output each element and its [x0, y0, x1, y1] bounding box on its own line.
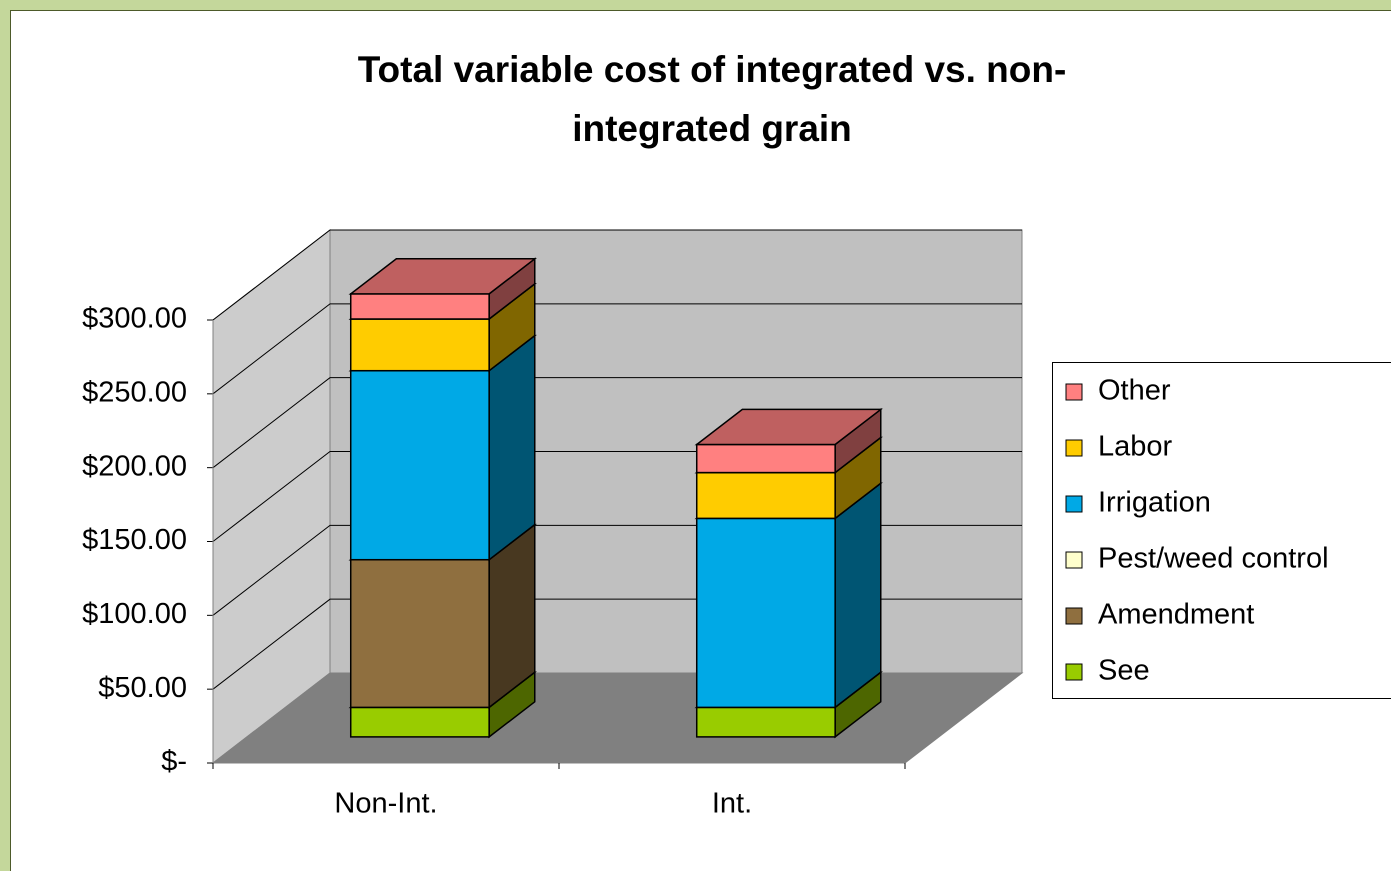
bar: [695, 443, 836, 474]
legend-swatch: [1065, 383, 1083, 401]
bar: [349, 293, 490, 320]
grid-line: [212, 229, 1022, 321]
chart-title: integrated grain: [572, 108, 852, 149]
legend-label: Labor: [1098, 431, 1173, 463]
floor: [211, 672, 1024, 764]
bar-top: [694, 408, 883, 446]
legend-swatch: [1065, 439, 1083, 457]
legend: [1052, 362, 1391, 699]
legend-label: See: [1098, 655, 1150, 687]
y-tick-label: $300.00: [82, 303, 187, 335]
bar: [349, 558, 490, 709]
legend-swatch: [1065, 607, 1083, 625]
bar: [349, 318, 490, 372]
legend-label: Other: [1098, 375, 1171, 407]
y-tick-label: $250.00: [82, 376, 187, 408]
x-tick-label: Non-Int.: [334, 788, 437, 820]
bar-side: [488, 334, 536, 562]
grid-line: [212, 303, 1022, 395]
bar-side: [834, 481, 882, 709]
grid-line: [212, 377, 1022, 469]
y-tick-label: $-: [161, 746, 187, 778]
bar: [695, 517, 836, 709]
y-tick-label: $100.00: [82, 598, 187, 630]
legend-swatch: [1065, 663, 1083, 681]
x-tick-label: Int.: [712, 788, 752, 820]
legend-label: Amendment: [1098, 599, 1254, 631]
legend-label: Irrigation: [1098, 487, 1211, 519]
chart-title: Total variable cost of integrated vs. no…: [358, 49, 1067, 90]
legend-swatch: [1065, 495, 1083, 513]
bar: [349, 369, 490, 561]
y-tick-label: $150.00: [82, 524, 187, 556]
bar-top: [348, 258, 537, 295]
bar: [695, 471, 836, 520]
bar: [695, 706, 836, 738]
y-tick-label: $200.00: [82, 450, 187, 482]
legend-swatch: [1065, 551, 1083, 569]
bar: [349, 706, 490, 738]
y-tick-label: $50.00: [98, 672, 187, 704]
legend-label: Pest/weed control: [1098, 543, 1329, 575]
